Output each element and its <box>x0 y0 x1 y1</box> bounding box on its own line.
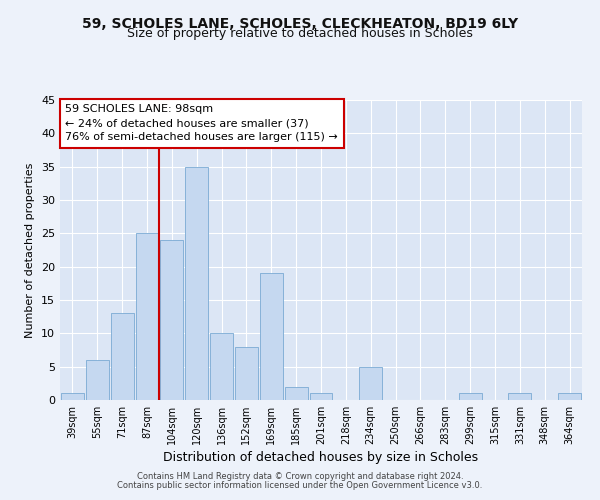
Bar <box>285 386 308 400</box>
Bar <box>61 394 84 400</box>
Bar <box>185 166 208 400</box>
Y-axis label: Number of detached properties: Number of detached properties <box>25 162 35 338</box>
Bar <box>210 334 233 400</box>
Bar <box>359 366 382 400</box>
X-axis label: Distribution of detached houses by size in Scholes: Distribution of detached houses by size … <box>163 451 479 464</box>
Bar <box>459 394 482 400</box>
Bar <box>558 394 581 400</box>
Text: 59, SCHOLES LANE, SCHOLES, CLECKHEATON, BD19 6LY: 59, SCHOLES LANE, SCHOLES, CLECKHEATON, … <box>82 18 518 32</box>
Text: Contains HM Land Registry data © Crown copyright and database right 2024.: Contains HM Land Registry data © Crown c… <box>137 472 463 481</box>
Bar <box>136 234 158 400</box>
Bar <box>310 394 332 400</box>
Bar <box>111 314 134 400</box>
Bar <box>86 360 109 400</box>
Text: Contains public sector information licensed under the Open Government Licence v3: Contains public sector information licen… <box>118 481 482 490</box>
Text: 59 SCHOLES LANE: 98sqm
← 24% of detached houses are smaller (37)
76% of semi-det: 59 SCHOLES LANE: 98sqm ← 24% of detached… <box>65 104 338 142</box>
Bar <box>235 346 258 400</box>
Text: Size of property relative to detached houses in Scholes: Size of property relative to detached ho… <box>127 28 473 40</box>
Bar <box>160 240 183 400</box>
Bar <box>260 274 283 400</box>
Bar <box>508 394 531 400</box>
